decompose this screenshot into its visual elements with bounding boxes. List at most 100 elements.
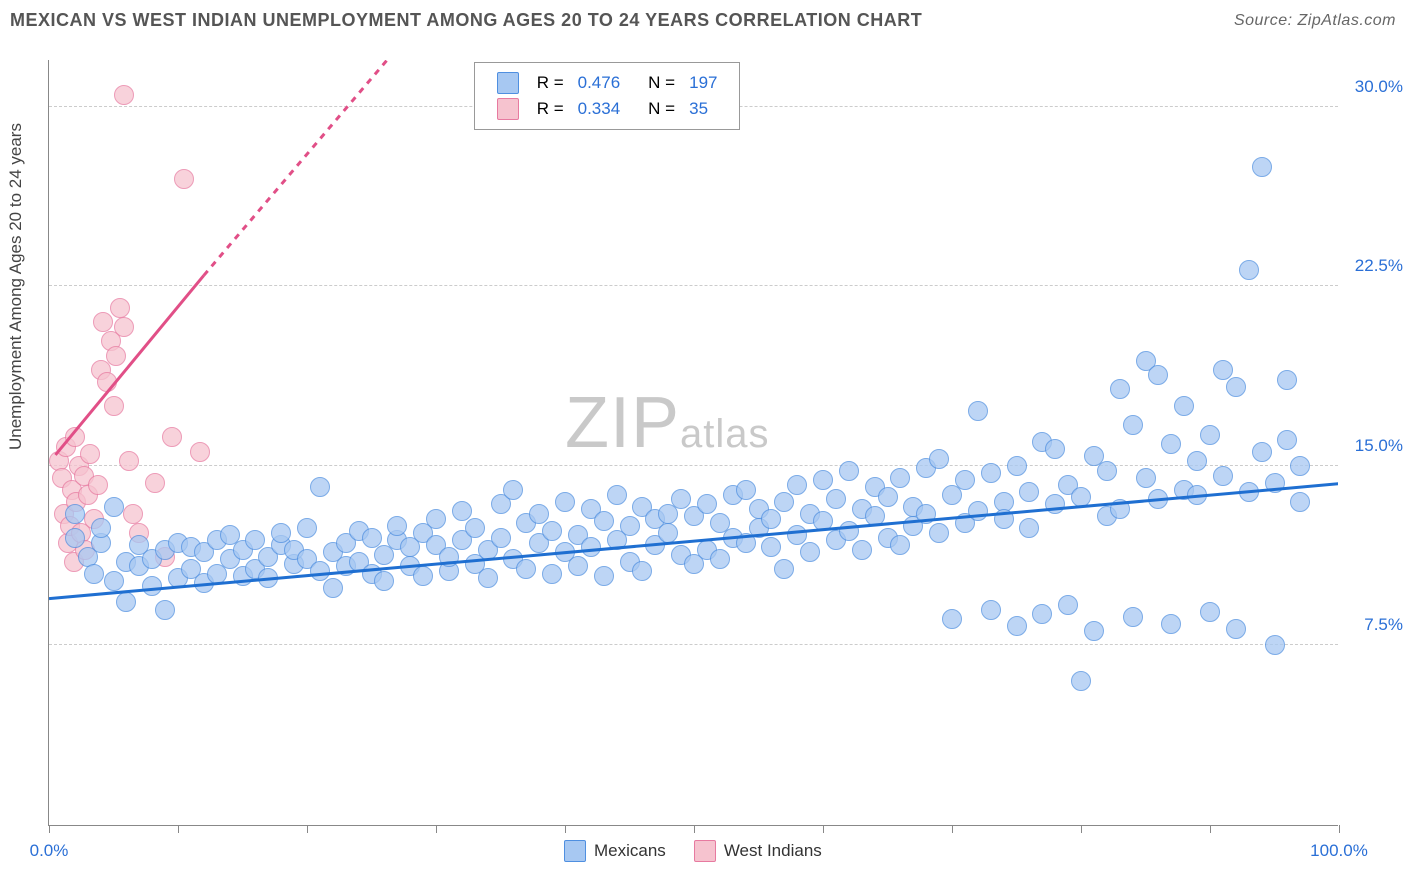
- mexicans-point: [374, 571, 394, 591]
- west-indians-point: [114, 317, 134, 337]
- mexicans-point: [1136, 468, 1156, 488]
- mexicans-point: [1252, 442, 1272, 462]
- mexicans-point: [142, 576, 162, 596]
- mexicans-point: [697, 494, 717, 514]
- mexicans-point: [529, 504, 549, 524]
- grid-line: [49, 285, 1338, 286]
- mexicans-point: [84, 564, 104, 584]
- mexicans-point: [1200, 425, 1220, 445]
- mexicans-point: [116, 592, 136, 612]
- west-indians-point: [104, 396, 124, 416]
- mexicans-point: [491, 528, 511, 548]
- mexicans-point: [1058, 595, 1078, 615]
- mexicans-point: [826, 489, 846, 509]
- correlation-row-mexicans: R = 0.476 N = 197: [491, 71, 724, 95]
- legend-label: West Indians: [724, 841, 822, 861]
- mexicans-point: [607, 485, 627, 505]
- mexicans-point: [104, 571, 124, 591]
- west-indians-point: [119, 451, 139, 471]
- mexicans-point: [1123, 415, 1143, 435]
- legend-swatch: [694, 840, 716, 862]
- x-tick-label: 0.0%: [30, 841, 69, 861]
- mexicans-point: [632, 561, 652, 581]
- west-indians-point: [123, 504, 143, 524]
- mexicans-point: [852, 540, 872, 560]
- trend-overlay: [49, 60, 1338, 825]
- mexicans-point: [516, 559, 536, 579]
- mexicans-point: [1187, 451, 1207, 471]
- mexicans-point: [736, 480, 756, 500]
- mexicans-point: [774, 559, 794, 579]
- x-tick: [952, 825, 953, 833]
- mexicans-point: [658, 523, 678, 543]
- mexicans-point: [465, 518, 485, 538]
- mexicans-point: [839, 461, 859, 481]
- mexicans-point: [955, 470, 975, 490]
- mexicans-point: [968, 401, 988, 421]
- mexicans-point: [1007, 616, 1027, 636]
- mexicans-point: [994, 509, 1014, 529]
- y-tick-label: 22.5%: [1343, 256, 1403, 276]
- mexicans-point: [362, 528, 382, 548]
- mexicans-point: [1019, 518, 1039, 538]
- west-indians-point: [110, 298, 130, 318]
- n-label: N =: [642, 97, 681, 121]
- mexicans-point: [761, 509, 781, 529]
- mexicans-point: [555, 492, 575, 512]
- mexicans-point: [787, 475, 807, 495]
- mexicans-point: [271, 523, 291, 543]
- y-tick-label: 7.5%: [1343, 615, 1403, 635]
- mexicans-point: [387, 516, 407, 536]
- mexicans-point: [671, 489, 691, 509]
- x-tick: [823, 825, 824, 833]
- mexicans-point: [91, 518, 111, 538]
- mexicans-point: [1071, 487, 1091, 507]
- west-indians-point: [174, 169, 194, 189]
- mexicans-point: [594, 511, 614, 531]
- mexicans-point: [1084, 621, 1104, 641]
- west-indians-swatch: [497, 98, 519, 120]
- mexicans-point: [1252, 157, 1272, 177]
- west-indians-point: [88, 475, 108, 495]
- mexicans-point: [1226, 377, 1246, 397]
- mexicans-point: [929, 523, 949, 543]
- r-label: R =: [531, 71, 570, 95]
- west-indians-n-value: 35: [683, 97, 723, 121]
- mexicans-point: [1290, 492, 1310, 512]
- x-tick: [1081, 825, 1082, 833]
- grid-line: [49, 644, 1338, 645]
- mexicans-r-value: 0.476: [572, 71, 627, 95]
- mexicans-point: [761, 537, 781, 557]
- mexicans-point: [1110, 379, 1130, 399]
- mexicans-point: [916, 504, 936, 524]
- mexicans-point: [104, 497, 124, 517]
- mexicans-point: [478, 568, 498, 588]
- mexicans-point: [542, 521, 562, 541]
- x-tick: [49, 825, 50, 833]
- mexicans-point: [787, 525, 807, 545]
- y-tick-label: 30.0%: [1343, 77, 1403, 97]
- mexicans-point: [968, 501, 988, 521]
- mexicans-point: [878, 487, 898, 507]
- mexicans-point: [581, 537, 601, 557]
- mexicans-point: [439, 547, 459, 567]
- mexicans-point: [310, 477, 330, 497]
- legend-label: Mexicans: [594, 841, 666, 861]
- mexicans-n-value: 197: [683, 71, 723, 95]
- mexicans-point: [981, 463, 1001, 483]
- grid-line: [49, 465, 1338, 466]
- mexicans-point: [297, 518, 317, 538]
- mexicans-point: [65, 504, 85, 524]
- x-tick-label: 100.0%: [1310, 841, 1368, 861]
- mexicans-point: [1277, 370, 1297, 390]
- west-indians-point: [106, 346, 126, 366]
- mexicans-point: [1226, 619, 1246, 639]
- mexicans-point: [542, 564, 562, 584]
- west-indians-point: [145, 473, 165, 493]
- y-tick-label: 15.0%: [1343, 436, 1403, 456]
- mexicans-point: [1071, 671, 1091, 691]
- watermark-sub: atlas: [680, 412, 770, 456]
- mexicans-point: [426, 509, 446, 529]
- mexicans-point: [865, 506, 885, 526]
- mexicans-point: [929, 449, 949, 469]
